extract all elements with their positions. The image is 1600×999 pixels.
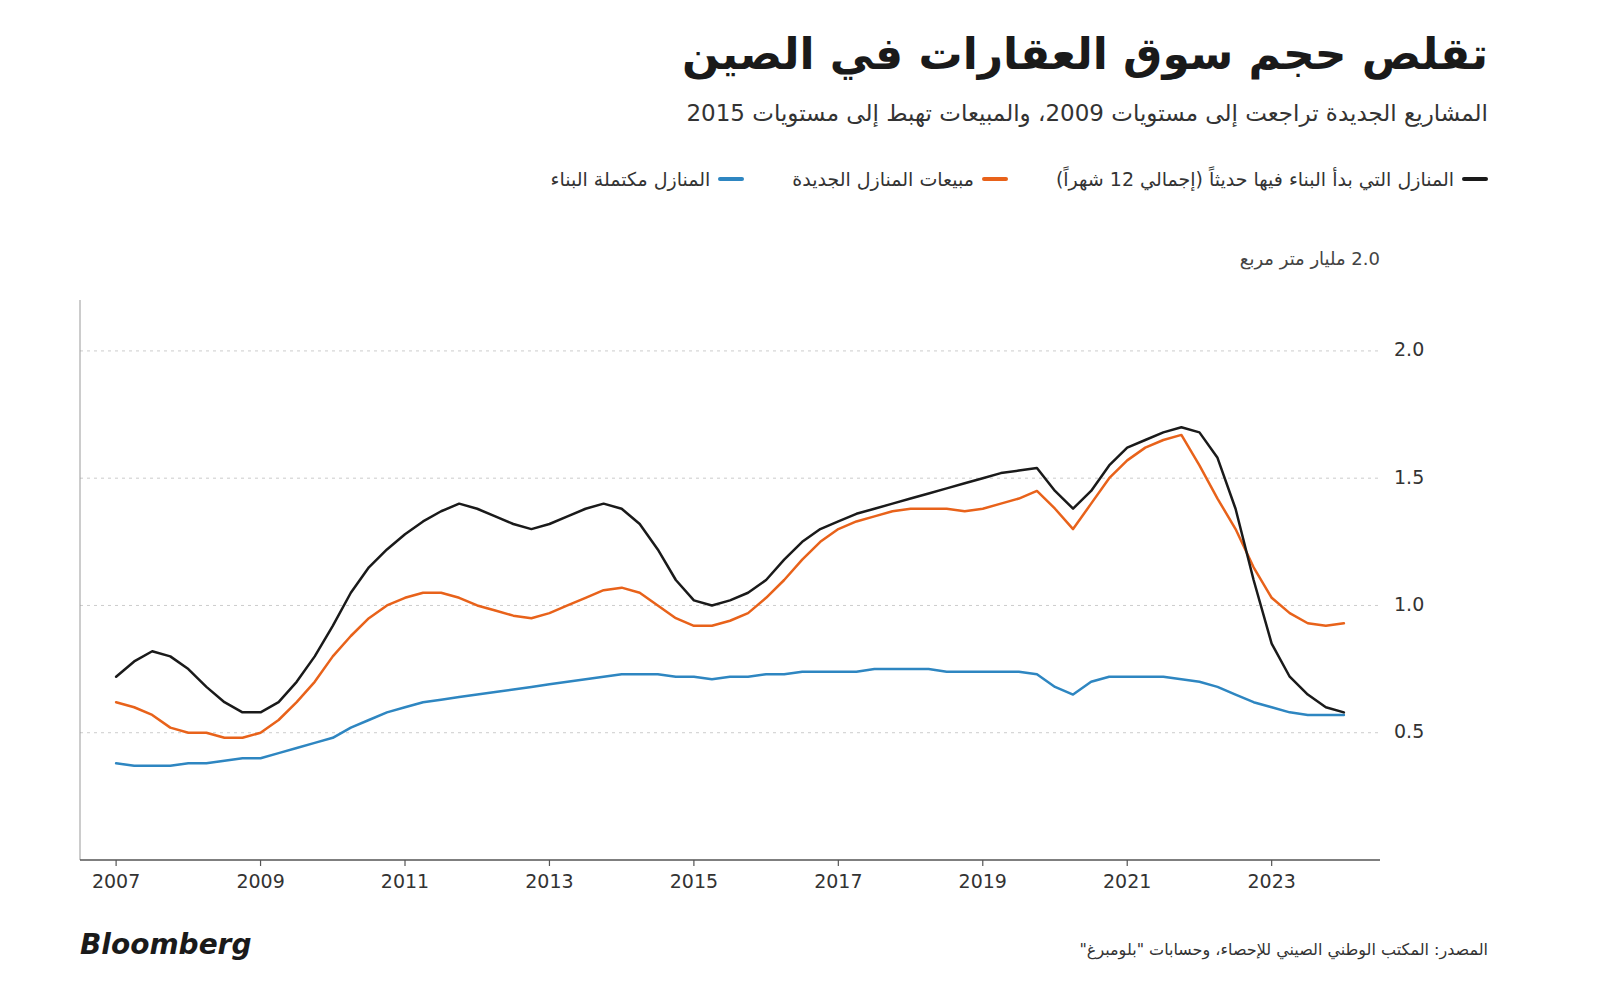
credit: Bloomberg	[80, 928, 251, 961]
y-tick-label: 0.5	[1394, 720, 1424, 742]
legend-swatch	[718, 177, 744, 181]
legend-swatch	[1462, 177, 1488, 181]
subtitle: المشاريع الجديدة تراجعت إلى مستويات 2009…	[686, 100, 1488, 126]
legend-item: مبيعات المنازل الجديدة	[792, 168, 1008, 190]
x-tick-label: 2019	[959, 870, 1007, 892]
legend-item: المنازل مكتملة البناء	[550, 168, 744, 190]
x-axis-line	[80, 859, 1380, 861]
x-tick-label: 2007	[92, 870, 140, 892]
x-tick	[1271, 860, 1272, 866]
grid	[80, 351, 1380, 733]
grid-line	[80, 732, 1380, 733]
x-tick	[982, 860, 983, 866]
grid-line	[80, 478, 1380, 479]
legend-item: المنازل التي بدأ البناء فيها حديثاً (إجم…	[1056, 168, 1488, 190]
x-tick	[693, 860, 694, 866]
legend-label: المنازل مكتملة البناء	[550, 168, 710, 190]
series-line	[116, 669, 1344, 766]
x-tick	[549, 860, 550, 866]
legend-label: المنازل التي بدأ البناء فيها حديثاً (إجم…	[1056, 168, 1454, 190]
x-tick-label: 2011	[381, 870, 429, 892]
x-tick-label: 2009	[236, 870, 284, 892]
y-tick-label: 2.0	[1394, 338, 1424, 360]
x-tick	[1127, 860, 1128, 866]
y-label: 2.0 مليار متر مربع	[1240, 248, 1380, 269]
grid-line	[80, 605, 1380, 606]
page: {"chart_data": { "type": "line", "title"…	[0, 0, 1600, 999]
x-tick-label: 2017	[814, 870, 862, 892]
x-tick-label: 2015	[670, 870, 718, 892]
x-tick-label: 2023	[1247, 870, 1295, 892]
legend: المنازل التي بدأ البناء فيها حديثاً (إجم…	[550, 168, 1488, 190]
y-axis-line	[80, 300, 81, 860]
grid-line	[80, 350, 1380, 351]
x-tick-label: 2021	[1103, 870, 1151, 892]
legend-label: مبيعات المنازل الجديدة	[792, 168, 974, 190]
series-line	[116, 435, 1344, 738]
legend-swatch	[982, 177, 1008, 181]
x-tick	[260, 860, 261, 866]
x-tick	[116, 860, 117, 866]
chart: 0.5 1.0 1.5 2.0 2007 2009 2011 2013 2015 2017 2019…	[0, 0, 1600, 999]
y-tick-label: 1.5	[1394, 466, 1424, 488]
title: تقلص حجم سوق العقارات في الصين	[682, 28, 1488, 79]
source: المصدر: المكتب الوطني الصيني للإحصاء، وح…	[1079, 940, 1488, 959]
x-tick	[404, 860, 405, 866]
series-group	[116, 427, 1344, 766]
x-tick-label: 2013	[525, 870, 573, 892]
series-line	[116, 427, 1344, 712]
x-tick	[838, 860, 839, 866]
y-tick-label: 1.0	[1394, 593, 1424, 615]
